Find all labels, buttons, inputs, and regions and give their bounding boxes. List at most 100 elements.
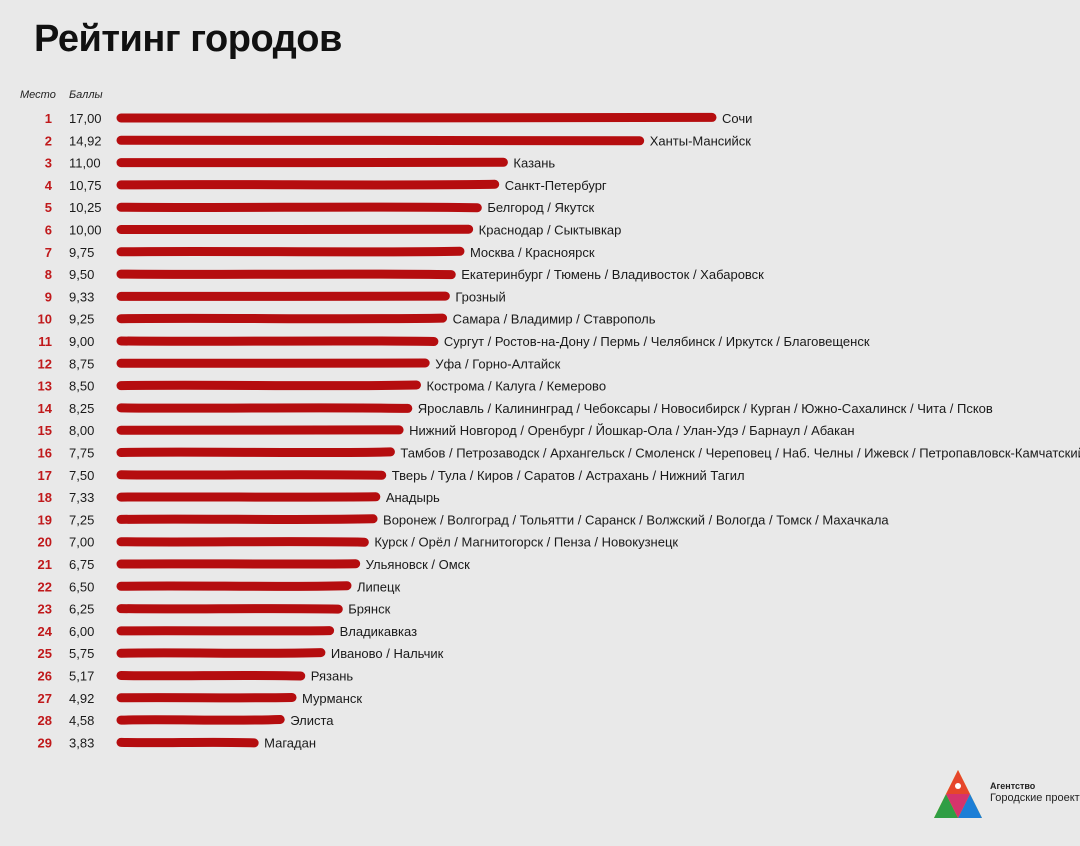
rank-label: 21 xyxy=(38,557,52,572)
city-label: Санкт-Петербург xyxy=(505,178,607,193)
score-label: 17,00 xyxy=(69,111,102,126)
score-label: 11,00 xyxy=(69,156,101,171)
score-label: 4,92 xyxy=(69,691,94,706)
city-label: Мурманск xyxy=(302,691,362,706)
city-label: Ульяновск / Омск xyxy=(366,557,471,572)
bar xyxy=(116,380,421,391)
city-label: Кострома / Калуга / Кемерово xyxy=(427,379,607,394)
score-label: 8,75 xyxy=(69,356,94,371)
bar xyxy=(116,648,326,658)
city-label: Тверь / Тула / Киров / Саратов / Астраха… xyxy=(392,468,745,483)
score-label: 3,83 xyxy=(69,735,94,750)
city-label: Липецк xyxy=(357,579,401,594)
rank-label: 20 xyxy=(38,535,52,550)
city-label: Сочи xyxy=(722,111,752,126)
rank-label: 18 xyxy=(38,490,52,505)
agency-logo: Агентство Городские проекты xyxy=(930,768,1080,822)
score-label: 9,25 xyxy=(69,312,94,327)
city-label: Казань xyxy=(513,156,555,171)
city-label: Брянск xyxy=(348,602,390,617)
bar xyxy=(116,403,413,413)
city-label: Екатеринбург / Тюмень / Владивосток / Ха… xyxy=(461,267,764,282)
score-label: 10,75 xyxy=(69,178,102,193)
city-label: Тамбов / Петрозаводск / Архангельск / См… xyxy=(400,446,1080,461)
rank-label: 10 xyxy=(38,312,52,327)
rank-label: 19 xyxy=(38,512,52,527)
city-label: Иваново / Нальчик xyxy=(331,646,444,661)
rank-label: 12 xyxy=(38,356,52,371)
city-label: Нижний Новгород / Оренбург / Йошкар-Ола … xyxy=(409,423,854,438)
score-label: 5,75 xyxy=(69,646,94,661)
rank-label: 3 xyxy=(45,156,52,171)
city-label: Владикавказ xyxy=(340,624,418,639)
city-label: Грозный xyxy=(455,289,505,304)
logo-agency-name: Городские проекты xyxy=(990,792,1080,804)
rank-label: 27 xyxy=(38,691,52,706)
score-column-header: Баллы xyxy=(69,89,103,101)
rank-column-header: Место xyxy=(20,89,56,101)
bar xyxy=(116,135,645,146)
score-label: 5,17 xyxy=(69,669,94,684)
bar xyxy=(116,737,259,748)
bar xyxy=(116,313,448,324)
score-label: 14,92 xyxy=(69,133,102,148)
rank-label: 1 xyxy=(45,111,52,126)
logo-agency-label: Агентство xyxy=(990,781,1036,791)
rank-label: 29 xyxy=(38,735,52,750)
city-label: Белгород / Якутск xyxy=(487,200,594,215)
city-label: Ярославль / Калининград / Чебоксары / Но… xyxy=(418,401,993,416)
city-label: Сургут / Ростов-на-Дону / Пермь / Челяби… xyxy=(444,334,870,349)
score-label: 9,75 xyxy=(69,245,94,260)
rank-label: 7 xyxy=(45,245,52,260)
score-label: 7,50 xyxy=(69,468,94,483)
bar xyxy=(116,112,717,123)
rank-label: 8 xyxy=(45,267,52,282)
score-label: 7,25 xyxy=(69,512,94,527)
score-label: 10,25 xyxy=(69,200,102,215)
city-label: Ханты-Мансийск xyxy=(650,133,752,148)
bar xyxy=(116,715,285,725)
rank-label: 15 xyxy=(38,423,52,438)
bar xyxy=(116,447,395,458)
bar xyxy=(116,269,456,280)
city-label: Магадан xyxy=(264,735,316,750)
score-label: 6,00 xyxy=(69,624,94,639)
score-label: 6,25 xyxy=(69,602,94,617)
bar xyxy=(116,604,343,614)
bar xyxy=(116,336,439,346)
score-label: 4,58 xyxy=(69,713,94,728)
score-label: 6,50 xyxy=(69,579,94,594)
bar xyxy=(116,246,465,257)
rank-label: 28 xyxy=(38,713,52,728)
city-label: Москва / Красноярск xyxy=(470,245,595,260)
score-label: 8,25 xyxy=(69,401,94,416)
score-label: 7,33 xyxy=(69,490,94,505)
score-label: 9,33 xyxy=(69,289,94,304)
rank-label: 24 xyxy=(38,624,53,639)
city-label: Уфа / Горно-Алтайск xyxy=(435,356,560,371)
city-label: Рязань xyxy=(311,669,354,684)
rank-label: 17 xyxy=(38,468,52,483)
rank-label: 11 xyxy=(38,334,52,349)
score-label: 6,75 xyxy=(69,557,94,572)
rank-label: 5 xyxy=(45,200,52,215)
rank-label: 2 xyxy=(45,133,52,148)
pyramid-logo-icon xyxy=(934,770,982,818)
score-label: 8,50 xyxy=(69,379,94,394)
rank-label: 6 xyxy=(45,223,52,238)
rank-label: 22 xyxy=(38,579,52,594)
city-label: Курск / Орёл / Магнитогорск / Пенза / Но… xyxy=(374,535,678,550)
city-label: Самара / Владимир / Ставрополь xyxy=(453,312,656,327)
rank-label: 26 xyxy=(38,669,52,684)
bar xyxy=(116,537,369,547)
chart-title: Рейтинг городов xyxy=(34,18,342,60)
bar xyxy=(116,202,482,213)
city-label: Элиста xyxy=(290,713,334,728)
rank-label: 25 xyxy=(38,646,52,661)
bar xyxy=(116,179,500,190)
rank-label: 23 xyxy=(38,602,52,617)
score-label: 7,00 xyxy=(69,535,94,550)
score-label: 7,75 xyxy=(69,446,94,461)
city-label: Воронеж / Волгоград / Тольятти / Саранск… xyxy=(383,512,889,527)
